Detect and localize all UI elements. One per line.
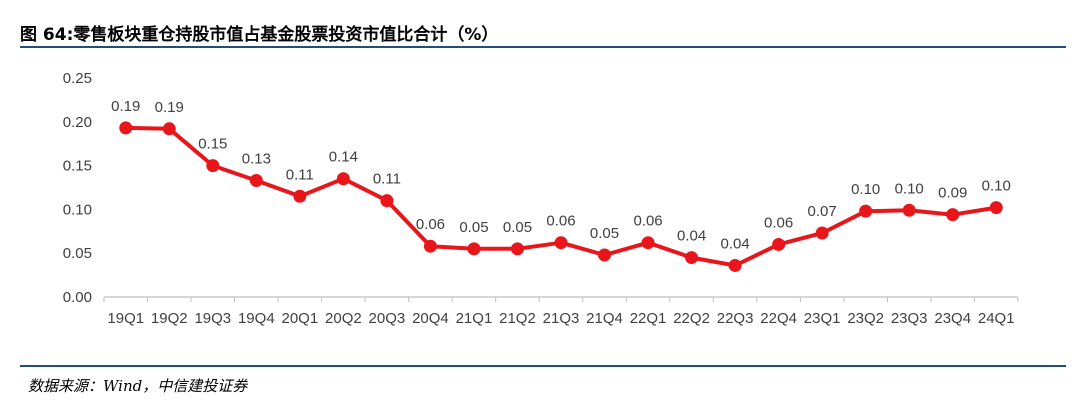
data-point (728, 258, 742, 272)
data-label: 0.04 (720, 235, 749, 252)
data-label: 0.10 (982, 178, 1011, 195)
y-tick-label: 0.15 (63, 158, 92, 175)
x-tick-label: 23Q1 (804, 310, 841, 327)
data-label: 0.09 (938, 185, 967, 202)
data-label: 0.06 (546, 213, 575, 230)
data-point (554, 236, 568, 250)
x-tick-label: 23Q3 (891, 310, 928, 327)
data-labels-group: 0.19 0.19 0.15 0.13 0.11 0.14 0.11 0.06 0.05 0.05… (111, 98, 1011, 253)
data-point (249, 173, 263, 187)
data-point (859, 204, 873, 218)
x-tick-label: 21Q2 (499, 310, 536, 327)
x-tick-label: 21Q3 (543, 310, 580, 327)
data-label: 0.19 (155, 99, 184, 116)
data-point (206, 159, 220, 173)
data-label: 0.11 (286, 166, 314, 183)
x-tick-label: 22Q4 (760, 310, 797, 327)
data-label: 0.06 (633, 213, 662, 230)
y-tick-label: 0.00 (63, 289, 92, 306)
data-point (293, 189, 307, 203)
title-rule (20, 46, 1066, 48)
data-point (989, 201, 1003, 215)
x-tick-label: 20Q2 (325, 310, 362, 327)
data-point (902, 203, 916, 217)
y-axis: 0.00 0.05 0.10 0.15 0.20 0.25 (63, 70, 92, 306)
data-point (467, 242, 481, 256)
x-tick-label: 20Q4 (412, 310, 449, 327)
x-tick-label: 20Q1 (282, 310, 319, 327)
data-point (423, 239, 437, 253)
data-label: 0.06 (416, 216, 445, 233)
data-point (162, 122, 176, 136)
data-label: 0.10 (851, 181, 880, 198)
x-tick-label: 21Q4 (586, 310, 623, 327)
x-tick-label: 24Q1 (978, 310, 1015, 327)
y-tick-label: 0.10 (63, 201, 92, 218)
source-rule (20, 365, 1066, 367)
data-label: 0.05 (590, 225, 619, 242)
series-line-group (119, 121, 1003, 272)
x-tick-label: 22Q3 (717, 310, 754, 327)
y-tick-label: 0.20 (63, 114, 92, 131)
data-point (336, 172, 350, 186)
data-point (598, 248, 612, 262)
data-point (380, 194, 394, 208)
data-label: 0.07 (808, 203, 837, 220)
x-tick-label: 23Q4 (934, 310, 971, 327)
x-tick-label: 21Q1 (456, 310, 493, 327)
data-label: 0.10 (895, 180, 924, 197)
x-tick-label: 22Q2 (673, 310, 710, 327)
source-note: 数据来源：Wind，中信建投证券 (28, 377, 248, 395)
data-label: 0.15 (198, 136, 227, 153)
chart-title: 图 64:零售板块重仓持股市值占基金股票投资市值比合计（%） (20, 25, 499, 45)
data-label: 0.04 (677, 228, 706, 245)
y-tick-label: 0.05 (63, 245, 92, 262)
data-point (946, 208, 960, 222)
data-point (815, 226, 829, 240)
x-tick-label: 19Q4 (238, 310, 275, 327)
x-tick-label: 22Q1 (630, 310, 667, 327)
data-point (772, 237, 786, 251)
x-tick-label: 19Q1 (107, 310, 144, 327)
data-point (510, 242, 524, 256)
x-tick-label: 23Q2 (847, 310, 884, 327)
data-label: 0.05 (503, 219, 532, 236)
x-tick-label: 20Q3 (369, 310, 406, 327)
data-point (685, 251, 699, 265)
x-tick-label: 19Q2 (151, 310, 188, 327)
data-label: 0.05 (459, 219, 488, 236)
x-tick-label: 19Q3 (194, 310, 231, 327)
data-label: 0.19 (111, 98, 140, 115)
y-tick-label: 0.25 (63, 70, 92, 87)
data-label: 0.13 (242, 150, 271, 167)
data-label: 0.06 (764, 214, 793, 231)
x-axis: 19Q1 19Q2 19Q3 19Q4 20Q1 20Q2 20Q3 20Q4 21Q1 21Q2… (103, 296, 1019, 327)
data-label: 0.14 (329, 149, 358, 166)
data-point (119, 121, 133, 135)
data-label: 0.11 (373, 171, 401, 188)
data-point (641, 236, 655, 250)
